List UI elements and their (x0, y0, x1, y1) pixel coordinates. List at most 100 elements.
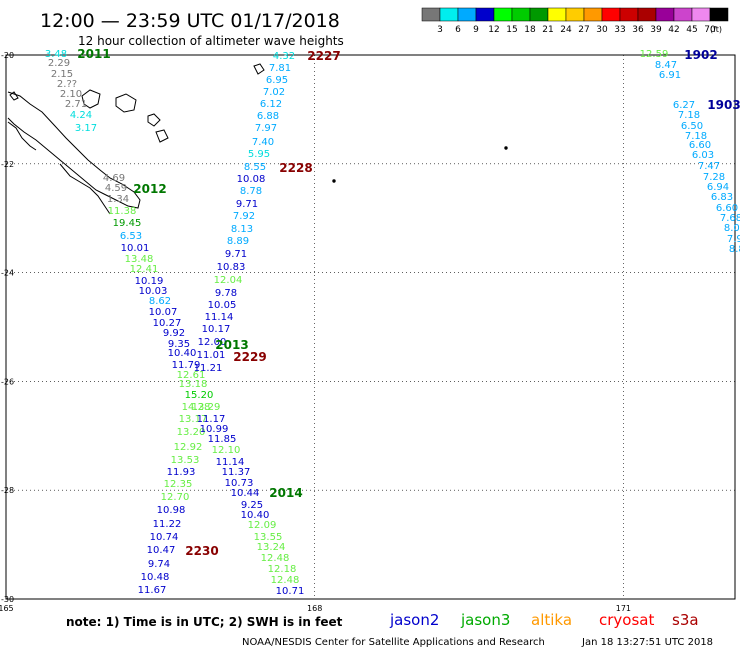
colorbar-tick-label: 9 (473, 25, 479, 35)
wave-height-reading: 10.40 (168, 348, 197, 359)
footer-credit: NOAA/NESDIS Center for Satellite Applica… (242, 637, 545, 648)
wave-height-reading: 11.21 (194, 363, 223, 374)
wave-height-reading: 10.07 (149, 307, 178, 318)
wave-height-reading: 9.71 (225, 249, 247, 260)
wave-height-reading: 8.08 (724, 223, 740, 234)
wave-height-reading: 6.94 (707, 182, 729, 193)
wave-height-reading: 9.74 (148, 559, 170, 570)
pass-time-label: 2012 (133, 182, 166, 196)
colorbar-swatch (439, 7, 459, 22)
wave-height-reading: 7.02 (263, 87, 285, 98)
wave-height-reading: 11.14 (216, 457, 245, 468)
wave-height-reading: 6.95 (266, 75, 288, 86)
isle-of-pines (155, 129, 169, 143)
colorbar-swatch (637, 7, 657, 22)
wave-height-reading: 10.98 (157, 505, 186, 516)
coastline (7, 63, 508, 215)
wave-height-reading: 2.10 (60, 89, 82, 100)
reef-north (7, 121, 37, 151)
lon-tick-label: 168 (307, 604, 322, 613)
wave-height-reading: 9.35 (168, 339, 190, 350)
wave-height-reading: 11.22 (153, 519, 182, 530)
wave-height-reading: 8.89 (227, 236, 249, 247)
wave-height-reading: 11.85 (208, 434, 237, 445)
wave-height-reading: 8.13 (231, 224, 253, 235)
wave-height-reading: 8.87 (729, 244, 740, 255)
colorbar-swatch (529, 7, 549, 22)
wave-height-reading: 13.18 (179, 379, 208, 390)
wave-height-reading: 13.48 (125, 254, 154, 265)
wave-height-reading: 5.95 (248, 149, 270, 160)
lat-tick-label: -24 (1, 269, 14, 278)
wave-height-reading: 12.35 (164, 479, 193, 490)
colorbar-tick-label: 12 (488, 25, 499, 35)
hunter-island (332, 179, 336, 183)
wave-height-reading: 6.53 (120, 231, 142, 242)
wave-height-reading: 10.05 (208, 300, 237, 311)
pass-time-label: 2229 (233, 350, 266, 364)
wave-height-reading: 6.12 (260, 99, 282, 110)
belep-islands (9, 91, 19, 101)
wave-height-reading: 2.15 (51, 69, 73, 80)
pass-time-label: 1903 (707, 98, 740, 112)
wave-height-reading: 7.97 (255, 123, 277, 134)
colorbar-swatch (475, 7, 495, 22)
pass-time-label: 2227 (307, 49, 340, 63)
colorbar-swatch (673, 7, 693, 22)
colorbar-tick-label: 39 (650, 25, 662, 35)
wave-height-reading: 7.81 (269, 63, 291, 74)
wave-height-reading: 3.48 (45, 49, 67, 60)
pass-time-label: 2228 (279, 161, 312, 175)
wave-height-reading: 12.48 (261, 553, 290, 564)
wave-height-reading: 1.34 (107, 194, 129, 205)
lat-tick-label: -22 (1, 160, 14, 169)
wave-height-reading: 10.03 (139, 286, 168, 297)
wave-height-reading: 10.83 (217, 262, 246, 273)
colorbar-legend: 3 6 9 12 15 18 21 24 27 30 33 36 39 42 45 70 (421, 7, 729, 35)
colorbar-tick-label: 3 (437, 25, 443, 35)
wave-height-reading: 6.03 (692, 150, 714, 161)
colorbar-swatch (691, 7, 711, 22)
wave-height-reading: 11.14 (205, 312, 234, 323)
wave-height-reading: 10.19 (135, 276, 164, 287)
wave-height-reading: 7.18 (685, 131, 707, 142)
wave-height-reading: 10.40 (241, 510, 270, 521)
wave-height-reading: 7.68 (720, 213, 740, 224)
wave-height-reading: 10.99 (200, 424, 229, 435)
wave-height-reading: 10.48 (141, 572, 170, 583)
wave-height-reading: 11.17 (197, 414, 226, 425)
wave-height-reading: 12.10 (212, 445, 241, 456)
colorbar-swatch (583, 7, 603, 22)
loyalty-island-lifou (115, 93, 137, 113)
wave-height-reading: 11.79 (172, 360, 201, 371)
wave-height-reading: 13.24 (257, 542, 286, 553)
colorbar-tick-label: 21 (542, 25, 553, 35)
reef-west (59, 163, 111, 215)
wave-height-reading: 13.20 (177, 427, 206, 438)
colorbar-swatch (457, 7, 477, 22)
legend-jason2: jason2 (389, 611, 439, 629)
lon-tick-label: 171 (616, 604, 631, 613)
wave-height-reading: 9.25 (241, 500, 263, 511)
colorbar-tick-label: 36 (632, 25, 644, 35)
wave-height-reading: 10.08 (237, 174, 266, 185)
pass-time-labels: 2011 2012 2013 2014 2227 2228 2229 2230 1902 1903 (77, 47, 740, 558)
footer-note: note: 1) Time is in UTC; 2) SWH is in fe… (66, 615, 343, 629)
wave-height-reading: 12.00 (198, 337, 227, 348)
wave-height-reading: 6.27 (673, 100, 695, 111)
legend-s3a: s3a (672, 611, 699, 629)
colorbar-tick-label: 30 (596, 25, 608, 35)
wave-height-reading: 10.71 (276, 586, 305, 597)
colorbar-swatch (421, 7, 441, 22)
colorbar-tick-label: 24 (560, 25, 572, 35)
wave-height-reading: 10.27 (153, 318, 182, 329)
colorbar-tick-label: 33 (614, 25, 625, 35)
colorbar-swatch (619, 7, 639, 22)
wave-height-reading: 9.71 (236, 199, 258, 210)
lat-tick-label: -28 (1, 486, 14, 495)
colorbar-tick-label: 45 (686, 25, 697, 35)
wave-height-reading: 12.92 (174, 442, 203, 453)
loyalty-island-ouvea (81, 89, 101, 109)
wave-height-reading: 19.45 (113, 218, 142, 229)
